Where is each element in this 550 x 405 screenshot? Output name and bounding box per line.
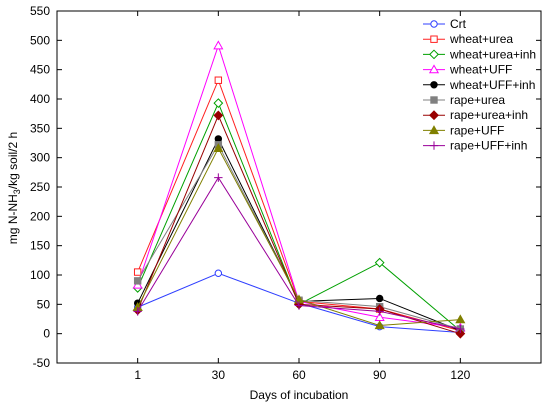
legend-entry: wheat+urea+inh [423,47,536,61]
data-point [375,294,384,303]
legend-label: rape+UFF [450,123,504,137]
legend-entry: wheat+UFF+inh [423,78,535,92]
legend-swatch-marker [430,20,438,28]
series-8 [133,173,465,334]
data-point [214,173,223,182]
y-tick-label: 550 [30,4,50,18]
legend-swatch-marker [430,35,438,43]
data-point [374,320,385,330]
y-axis-title-subscript: 3 [12,189,22,194]
legend-swatch-marker [430,96,438,104]
y-tick-label: 250 [30,180,50,194]
legend-swatch-marker [428,64,440,74]
x-tick-label: 90 [373,368,387,382]
data-point [455,328,466,339]
y-tick-label: 300 [30,151,50,165]
data-point [133,307,142,316]
legend-label: Crt [450,17,467,31]
y-tick-label: 500 [30,33,50,47]
data-point [133,268,142,276]
y-tick-label: 400 [30,92,50,106]
data-point [213,143,224,152]
legend-label: wheat+UFF [449,63,512,77]
legend-entry: rape+urea+inh [423,108,528,122]
data-point [214,269,223,277]
y-axis-title-rest: /kg soil/2 h [6,132,20,189]
y-axis-title-main: mg N-NH [6,194,20,244]
x-tick-label: 30 [212,368,226,382]
data-point [374,257,385,268]
legend-entry: Crt [423,17,467,31]
legend-swatch-marker [429,141,439,150]
x-tick-label: 120 [450,368,470,382]
legend-swatch-marker [429,49,439,60]
y-tick-label: 100 [30,268,50,282]
legend-entry: rape+urea [423,93,505,107]
legend-entry: rape+UFF [423,123,504,137]
x-tick-label: 1 [134,368,141,382]
legend-swatch-marker [430,81,438,89]
legend-label: rape+urea+inh [450,108,528,122]
x-axis-title: Days of incubation [250,388,349,402]
legend-entry: wheat+UFF [423,63,512,77]
data-point [294,301,304,310]
data-point [375,307,384,316]
legend-label: wheat+UFF+inh [449,78,535,92]
y-tick-label: -50 [33,356,51,370]
legend-label: wheat+urea [449,32,513,46]
legend-swatch-marker [428,125,440,135]
legend-label: wheat+urea+inh [449,47,536,61]
x-tick-label: 60 [292,368,306,382]
y-tick-label: 150 [30,239,50,253]
legend-label: rape+UFF+inh [450,139,527,153]
data-point [455,314,466,324]
y-tick-label: 50 [37,297,51,311]
data-point [133,277,142,285]
legend-label: rape+urea [450,93,505,107]
y-tick-label: 350 [30,121,50,135]
legend-entry: wheat+urea [423,32,513,46]
data-point [214,76,223,84]
y-axis-title: mg N-NH3/kg soil/2 h [6,132,22,244]
y-tick-label: 0 [43,327,50,341]
data-point [213,98,224,109]
axes: -50 0 50 100 150 200 250 300 350 400 450 500 550 1 30 6… [30,4,542,382]
series-layer [132,40,466,339]
legend-entry: rape+UFF+inh [423,139,527,153]
y-tick-label: 200 [30,209,50,223]
legend-swatch-marker [429,110,439,121]
series-line [137,44,461,329]
data-point [213,40,224,50]
data-point [456,324,465,334]
y-tick-label: 450 [30,63,50,77]
data-point [213,110,224,121]
